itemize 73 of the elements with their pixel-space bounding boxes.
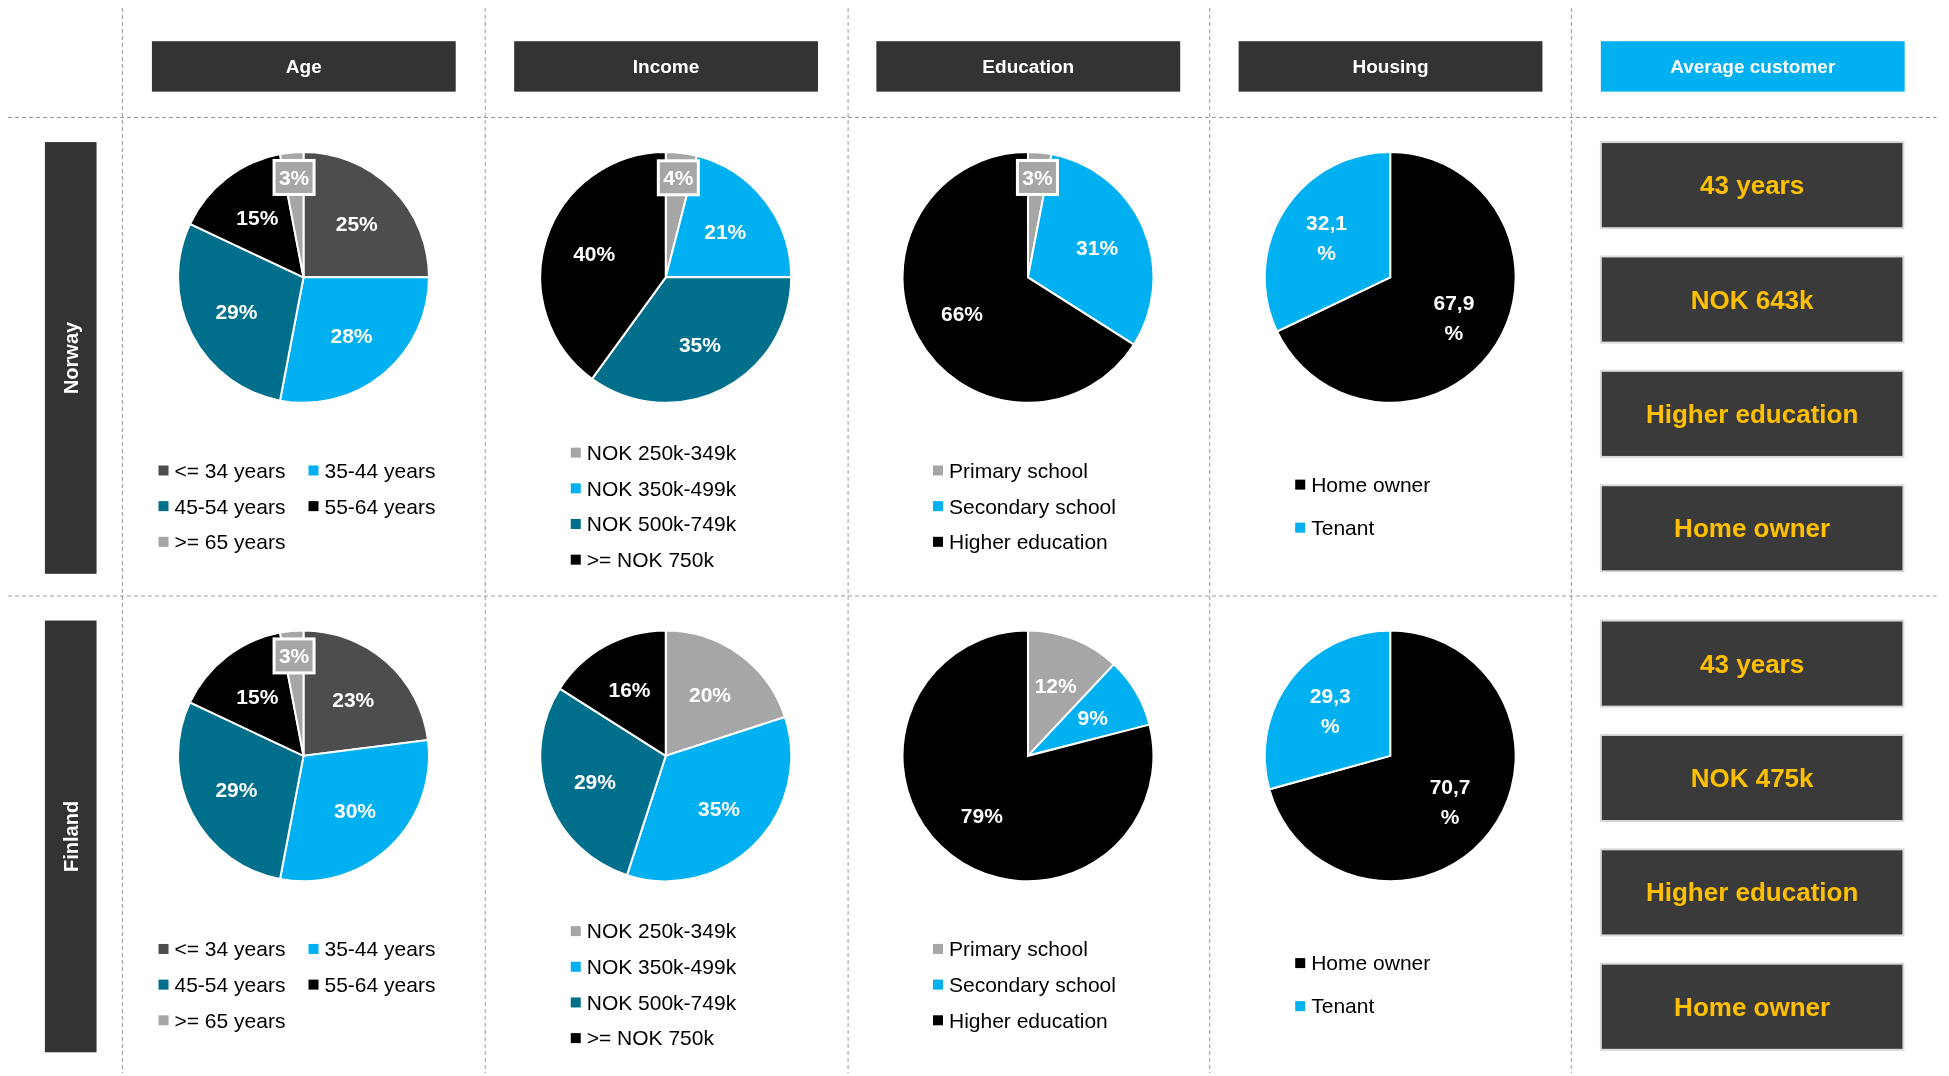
data-label: 35%	[678, 332, 722, 356]
text: 43 years	[1700, 170, 1805, 201]
legend-label: >= NOK 750k	[586, 548, 715, 572]
legend-label: 45-54 years	[174, 972, 286, 996]
legend-label: 35-44 years	[324, 458, 436, 482]
text: Higher education	[1645, 877, 1859, 908]
legend-label: Primary school	[948, 937, 1088, 961]
legend-label: NOK 250k-349k	[586, 919, 737, 943]
data-label: 32,1 %	[1306, 210, 1348, 264]
data-label: 67,9 %	[1433, 290, 1475, 344]
chart-title: Housing	[1352, 56, 1429, 78]
legend-label: Home owner	[1311, 472, 1431, 496]
legend-label: 55-64 years	[324, 494, 436, 518]
legend-label: Secondary school	[948, 494, 1116, 518]
legend-label: NOK 350k-499k	[586, 476, 737, 500]
data-label: 15%	[236, 684, 279, 708]
data-label: 28%	[330, 323, 373, 347]
data-label: 35%	[697, 797, 741, 821]
data-label: 12%	[1034, 674, 1078, 698]
data-label: 3%	[278, 165, 310, 189]
text: Higher education	[1645, 399, 1859, 429]
data-label: 20%	[688, 683, 732, 707]
data-label: 23%	[332, 687, 375, 711]
text: NOK 643k	[1690, 284, 1815, 315]
legend-label: NOK 500k-749k	[586, 512, 737, 536]
data-label: 29%	[573, 769, 617, 793]
text: Home owner	[1674, 513, 1831, 544]
text: Average customer	[1670, 56, 1836, 78]
data-label: 29%	[215, 778, 258, 802]
data-label: 31%	[1076, 235, 1119, 259]
legend-label: 55-64 years	[324, 972, 436, 996]
legend-label: 45-54 years	[174, 494, 286, 518]
legend-label: Higher education	[948, 1008, 1108, 1032]
data-label: 21%	[704, 219, 747, 243]
data-label: 9%	[1077, 705, 1109, 729]
legend-label: NOK 500k-749k	[586, 990, 737, 1014]
text: Norway	[59, 320, 82, 395]
data-label: 29%	[215, 299, 258, 323]
legend-label: Tenant	[1311, 994, 1375, 1018]
data-label: 3%	[278, 644, 310, 668]
text: Home owner	[1674, 991, 1831, 1022]
text: Finland	[59, 800, 82, 872]
data-label: 70,7 %	[1429, 774, 1471, 828]
data-label: 15%	[236, 206, 279, 230]
data-label: 40%	[573, 242, 616, 266]
legend-label: Higher education	[948, 530, 1108, 554]
legend-label: Primary school	[948, 458, 1088, 482]
legend-label: >= 65 years	[174, 530, 286, 554]
legend-label: NOK 350k-499k	[586, 955, 737, 979]
chart-title: Income	[632, 56, 700, 78]
legend-label: >= NOK 750k	[586, 1026, 715, 1050]
data-label: 30%	[334, 799, 377, 823]
data-label: 16%	[608, 678, 651, 702]
legend-label: 35-44 years	[324, 937, 436, 961]
legend-label: <= 34 years	[174, 458, 286, 482]
chart-title: Age	[285, 56, 322, 78]
legend-label: Secondary school	[948, 972, 1116, 996]
text: 43 years	[1700, 648, 1805, 679]
legend-label: Tenant	[1311, 516, 1375, 540]
legend-label: NOK 250k-349k	[586, 440, 737, 464]
chart-title: Education	[982, 56, 1075, 78]
legend-label: Home owner	[1311, 951, 1431, 975]
pie-slice	[901, 629, 1155, 883]
data-label: 25%	[335, 212, 379, 236]
legend-label: >= 65 years	[174, 1008, 286, 1032]
text: NOK 475k	[1690, 763, 1815, 794]
data-label: 4%	[663, 166, 694, 190]
legend-label: <= 34 years	[174, 937, 286, 961]
data-label: 66%	[941, 301, 984, 325]
data-label: 3%	[1022, 165, 1053, 189]
data-label: 79%	[960, 803, 1004, 827]
pie-slice	[1268, 629, 1517, 883]
data-label: 29,3 %	[1309, 683, 1351, 737]
